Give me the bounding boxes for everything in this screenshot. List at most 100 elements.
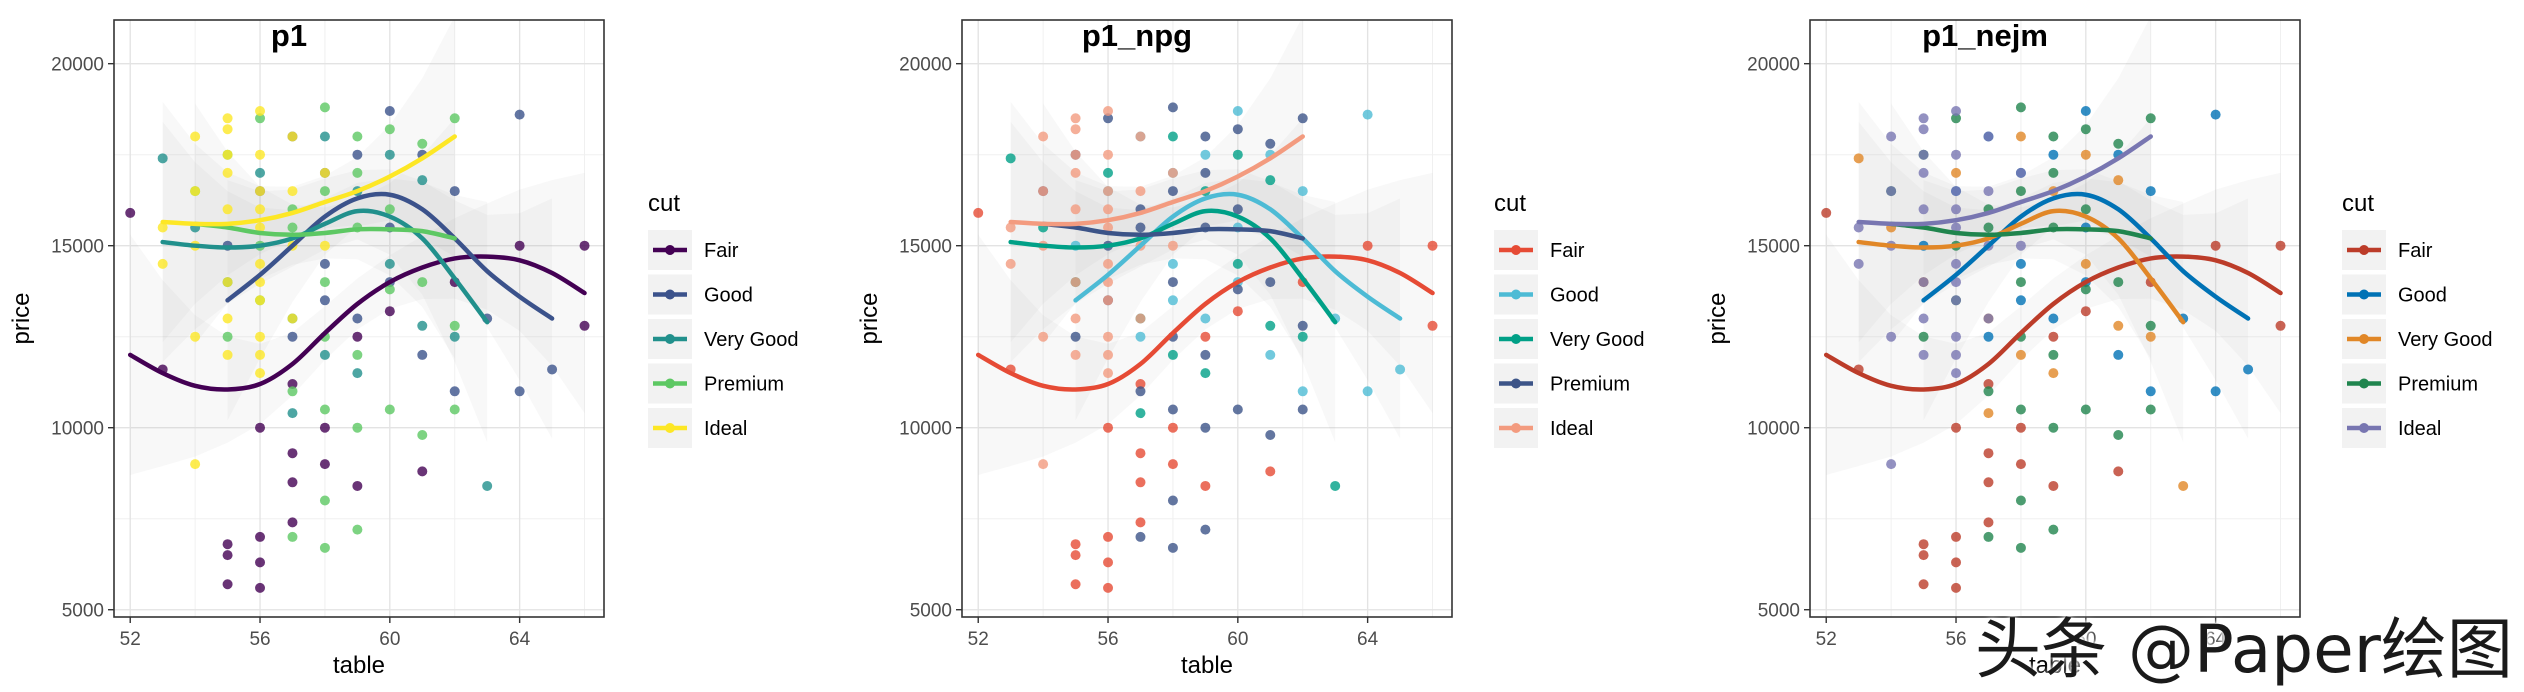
- legend-label-fair: Fair: [704, 240, 739, 262]
- data-point: [417, 466, 428, 477]
- data-point: [1232, 306, 1243, 317]
- x-tick-label: 60: [379, 629, 400, 650]
- y-tick-label: 5000: [910, 601, 952, 622]
- y-tick-label: 10000: [899, 419, 952, 440]
- data-point: [319, 495, 330, 506]
- data-point: [222, 550, 233, 561]
- data-point: [2080, 306, 2091, 317]
- data-point: [1951, 167, 1962, 178]
- data-point: [2080, 106, 2091, 117]
- data-point: [1103, 167, 1114, 178]
- data-point: [319, 167, 330, 178]
- data-point: [1167, 102, 1178, 113]
- plot-border: [1809, 19, 2301, 618]
- smooth-line-premium: [1040, 221, 1305, 241]
- confidence-band-fair: [130, 172, 585, 476]
- legend-key-point: [665, 245, 675, 255]
- data-point: [384, 404, 395, 415]
- data-point: [2080, 149, 2091, 160]
- data-point: [2145, 331, 2156, 342]
- data-point: [2275, 320, 2286, 331]
- data-point: [1297, 386, 1308, 397]
- data-point: [2048, 149, 2059, 160]
- x-tick-label: 60: [1227, 629, 1248, 650]
- data-point: [319, 542, 330, 553]
- legend-key-point: [2359, 245, 2369, 255]
- data-point: [1070, 167, 1081, 178]
- data-point: [1983, 131, 1994, 142]
- confidence-band-good: [227, 169, 553, 439]
- data-point: [449, 320, 460, 331]
- data-point: [2048, 349, 2059, 360]
- chart-panel-2: p1_npg 52 56 60 64 5000 10000 15000 20000 table pr…: [856, 18, 1645, 679]
- legend-label-premium: Premium: [704, 374, 784, 396]
- chart-title: p1: [271, 18, 307, 53]
- data-point: [2080, 284, 2091, 295]
- data-point: [1918, 124, 1929, 135]
- x-axis-label: table: [2029, 652, 2081, 679]
- data-point: [2080, 258, 2091, 269]
- data-point: [449, 386, 460, 397]
- data-point: [2015, 186, 2026, 197]
- data-point: [1167, 422, 1178, 433]
- legend-label-good: Good: [1550, 285, 1599, 307]
- data-point: [1103, 557, 1114, 568]
- data-point: [1297, 320, 1308, 331]
- y-axis-label: price: [856, 292, 883, 344]
- data-point: [384, 149, 395, 160]
- data-point: [1951, 349, 1962, 360]
- smooth-line-very-good: [1856, 208, 2186, 325]
- data-point: [1232, 204, 1243, 215]
- data-point: [417, 429, 428, 440]
- data-point: [287, 448, 298, 459]
- confidence-band-good: [1923, 169, 2249, 439]
- data-point: [1232, 106, 1243, 117]
- data-point: [1232, 258, 1243, 269]
- x-tick-label: 56: [1097, 629, 1118, 650]
- data-point: [2113, 138, 2124, 149]
- x-axis-label: table: [1181, 652, 1233, 679]
- data-point: [2145, 113, 2156, 124]
- y-tick-label: 20000: [1747, 55, 1800, 76]
- data-point: [352, 331, 363, 342]
- data-point: [2113, 349, 2124, 360]
- data-point: [1200, 167, 1211, 178]
- watermark-text: 头条 @Paper绘图: [1975, 611, 2513, 688]
- data-point: [352, 149, 363, 160]
- data-point: [2015, 277, 2026, 288]
- data-point: [1200, 480, 1211, 491]
- data-point: [319, 277, 330, 288]
- smooth-line-premium: [1888, 221, 2153, 241]
- data-point: [352, 368, 363, 379]
- data-point: [1983, 448, 1994, 459]
- data-point: [1135, 186, 1146, 197]
- data-point: [319, 186, 330, 197]
- data-point: [1135, 222, 1146, 233]
- legend-title: cut: [1494, 190, 1526, 217]
- data-point: [417, 277, 428, 288]
- data-point: [1167, 258, 1178, 269]
- chart-title: p1_npg: [1082, 18, 1192, 53]
- data-point: [2048, 331, 2059, 342]
- data-point: [1362, 240, 1373, 251]
- data-point: [1853, 153, 1864, 164]
- y-tick-label: 10000: [1747, 419, 1800, 440]
- data-point: [1005, 258, 1016, 269]
- data-point: [2015, 349, 2026, 360]
- data-point: [222, 149, 233, 160]
- data-point: [1265, 277, 1276, 288]
- data-point: [287, 517, 298, 528]
- legend-key-point: [1511, 378, 1521, 389]
- smooth-line-very-good: [160, 208, 490, 325]
- data-point: [1232, 124, 1243, 135]
- legend: cut Fair Good Very Good Premium Ideal: [2342, 190, 2493, 448]
- smooth-line-fair: [127, 254, 587, 392]
- legend-title: cut: [2342, 190, 2374, 217]
- data-point: [2145, 404, 2156, 415]
- data-point: [222, 349, 233, 360]
- data-point: [1103, 295, 1114, 306]
- data-point: [255, 331, 266, 342]
- data-point: [1135, 517, 1146, 528]
- legend-label-ideal: Ideal: [2398, 418, 2441, 440]
